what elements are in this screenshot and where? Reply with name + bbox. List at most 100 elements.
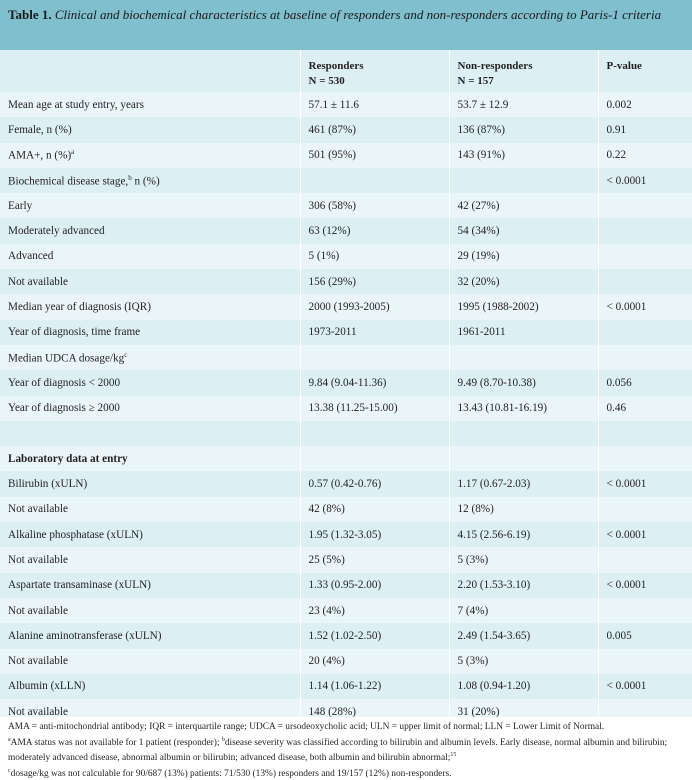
p-value-cell xyxy=(598,218,692,244)
responders-cell: 57.1 ± 11.6 xyxy=(300,92,450,118)
row-label: Advanced xyxy=(0,243,301,270)
responders-cell: 461 (87%) xyxy=(300,117,450,143)
table-row: Advanced 5 (1%) 29 (19%) xyxy=(0,243,692,270)
table-label: Table 1. xyxy=(8,7,52,22)
row-label: Median year of diagnosis (IQR) xyxy=(0,294,301,320)
p-value-cell xyxy=(598,496,692,523)
header-non-responders-n: N = 157 xyxy=(457,75,494,87)
footnote-c: dosage/kg was not calculable for 90/687 … xyxy=(10,768,452,779)
section-header-row: Laboratory data at entry xyxy=(0,446,692,472)
table-row: Albumin (xLLN) 1.14 (1.06-1.22) 1.08 (0.94… xyxy=(0,673,692,700)
non-responders-cell xyxy=(449,344,599,371)
footnote-marker: a xyxy=(71,148,75,157)
responders-cell: 2000 (1993-2005) xyxy=(300,294,450,320)
table-row: Alanine aminotransferase (xULN) 1.52 (1.0… xyxy=(0,623,692,649)
non-responders-cell: 1.17 (0.67-2.03) xyxy=(449,471,599,497)
p-value-cell xyxy=(598,597,692,624)
non-responders-cell: 32 (20%) xyxy=(449,269,599,295)
header-non-responders-label: Non-responders xyxy=(457,60,533,72)
responders-cell: 0.57 (0.42-0.76) xyxy=(300,471,450,497)
non-responders-cell: 136 (87%) xyxy=(449,117,599,143)
non-responders-cell: 1961-2011 xyxy=(449,319,599,345)
p-value-cell: 0.91 xyxy=(598,117,692,143)
header-responders-label: Responders xyxy=(308,60,364,72)
table-row: Not available 42 (8%) 12 (8%) xyxy=(0,496,692,523)
table-row: Early 306 (58%) 42 (27%) xyxy=(0,193,692,219)
table-row: Aspartate transaminase (xULN) 1.33 (0.95-… xyxy=(0,572,692,598)
table-row: Mean age at study entry, years 57.1 ± 11.… xyxy=(0,92,692,118)
footnote-marker: b xyxy=(128,173,132,182)
table-row: Median UDCA dosage/kgc xyxy=(0,344,692,371)
p-value-cell: 0.22 xyxy=(598,142,692,168)
non-responders-cell: 5 (3%) xyxy=(449,547,599,573)
p-value-cell: 0.005 xyxy=(598,623,692,649)
section-label: Laboratory data at entry xyxy=(0,446,301,472)
responders-cell: 156 (29%) xyxy=(300,269,450,295)
row-label: Biochemical disease stage,b n (%) xyxy=(0,167,301,194)
table-caption: Clinical and biochemical characteristics… xyxy=(54,7,662,22)
non-responders-cell: 42 (27%) xyxy=(449,193,599,219)
responders-cell: 5 (1%) xyxy=(300,243,450,270)
responders-cell: 1973-2011 xyxy=(300,319,450,345)
responders-cell: 1.52 (1.02-2.50) xyxy=(300,623,450,649)
row-label: Early xyxy=(0,193,301,219)
table-row: Not available 25 (5%) 5 (3%) xyxy=(0,547,692,573)
table-row: Female, n (%) 461 (87%) 136 (87%) 0.91 xyxy=(0,117,692,143)
non-responders-cell: 9.49 (8.70-10.38) xyxy=(449,370,599,396)
row-label: Not available xyxy=(0,269,301,295)
header-characteristic xyxy=(0,50,301,92)
footnote-a: AMA status was not available for 1 patie… xyxy=(10,737,220,748)
p-value-cell: < 0.0001 xyxy=(598,572,692,598)
p-value-cell: 0.056 xyxy=(598,370,692,396)
non-responders-cell: 7 (4%) xyxy=(449,597,599,624)
p-value-cell: < 0.0001 xyxy=(598,471,692,497)
responders-cell: 20 (4%) xyxy=(300,648,450,674)
table-row: Biochemical disease stage,b n (%) < 0.000… xyxy=(0,167,692,194)
non-responders-cell: 1.08 (0.94-1.20) xyxy=(449,673,599,700)
row-label: Albumin (xLLN) xyxy=(0,673,301,700)
row-label: Year of diagnosis < 2000 xyxy=(0,370,301,396)
p-value-cell xyxy=(598,547,692,573)
non-responders-cell: 53.7 ± 12.9 xyxy=(449,92,599,118)
table-footnote: AMA = anti-mitochondrial antibody; IQR =… xyxy=(0,717,692,780)
responders-cell: 13.38 (11.25-15.00) xyxy=(300,395,450,421)
non-responders-cell: 143 (91%) xyxy=(449,142,599,168)
row-label: Not available xyxy=(0,496,301,523)
table-row: AMA+, n (%)a 501 (95%) 143 (91%) 0.22 xyxy=(0,142,692,168)
row-label: Moderately advanced xyxy=(0,218,301,244)
row-label: Not available xyxy=(0,648,301,674)
p-value-cell xyxy=(598,269,692,295)
p-value-cell: < 0.0001 xyxy=(598,522,692,548)
table-row: Alkaline phosphatase (xULN) 1.95 (1.32-3.… xyxy=(0,522,692,548)
table-title: Table 1. Clinical and biochemical charac… xyxy=(0,0,692,50)
footnote-marker: c xyxy=(8,767,11,774)
header-non-responders: Non-responders N = 157 xyxy=(449,50,599,92)
footnote-abbreviations: AMA = anti-mitochondrial antibody; IQR =… xyxy=(8,722,605,732)
table-row: Year of diagnosis, time frame 1973-2011 19… xyxy=(0,319,692,345)
header-responders-n: N = 530 xyxy=(308,75,345,87)
responders-cell: 1.33 (0.95-2.00) xyxy=(300,572,450,598)
responders-cell: 306 (58%) xyxy=(300,193,450,219)
responders-cell: 25 (5%) xyxy=(300,547,450,573)
row-label: Year of diagnosis, time frame xyxy=(0,319,301,345)
table-header-row: Responders N = 530 Non-responders N = 157 … xyxy=(0,50,692,92)
p-value-cell: < 0.0001 xyxy=(598,294,692,320)
header-p-value: P-value xyxy=(598,50,692,92)
responders-cell: 42 (8%) xyxy=(300,496,450,523)
row-label: Mean age at study entry, years xyxy=(0,92,301,118)
footnote-b: disease severity was classified accordin… xyxy=(8,737,668,764)
p-value-cell xyxy=(598,193,692,219)
p-value-cell xyxy=(598,648,692,674)
non-responders-cell: 1995 (1988-2002) xyxy=(449,294,599,320)
table-row: Not available 23 (4%) 7 (4%) xyxy=(0,597,692,624)
header-responders: Responders N = 530 xyxy=(300,50,450,92)
responders-cell xyxy=(300,167,450,194)
responders-cell xyxy=(300,344,450,371)
footnote-marker: b xyxy=(221,736,225,743)
non-responders-cell xyxy=(449,167,599,194)
table-row: Median year of diagnosis (IQR) 2000 (1993… xyxy=(0,294,692,320)
p-value-cell: 0.46 xyxy=(598,395,692,421)
non-responders-cell: 54 (34%) xyxy=(449,218,599,244)
table-row: Year of diagnosis < 2000 9.84 (9.04-11.36… xyxy=(0,370,692,396)
non-responders-cell: 29 (19%) xyxy=(449,243,599,270)
